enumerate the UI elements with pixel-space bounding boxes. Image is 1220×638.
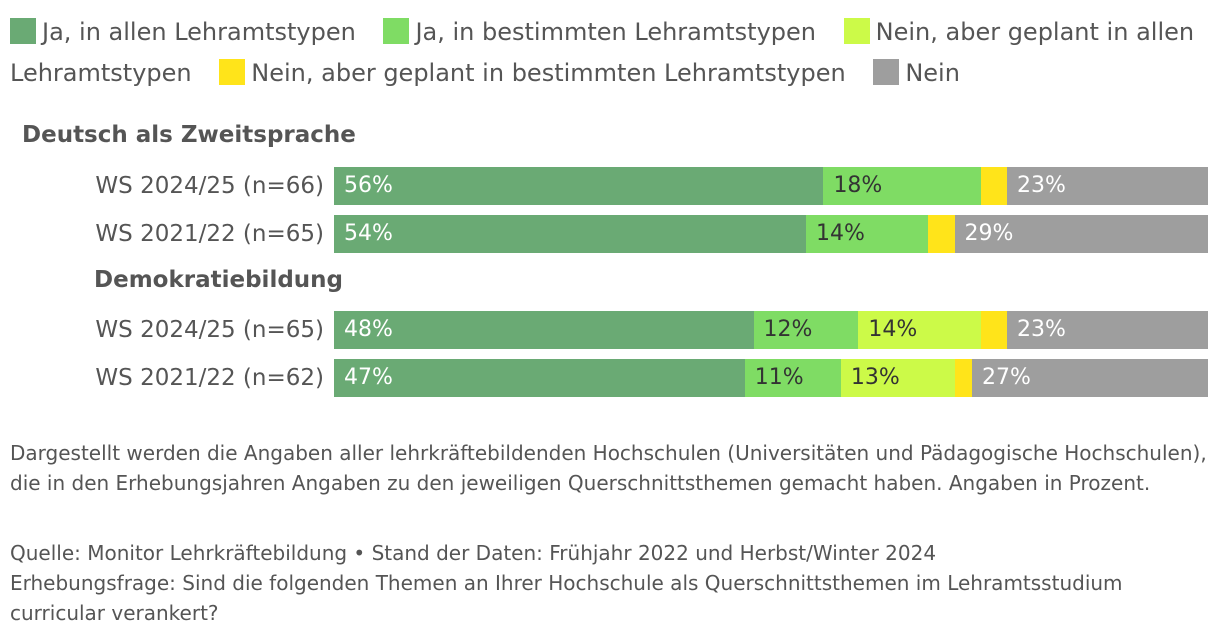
- legend-label: Nein, aber geplant in allen Lehramtstype…: [10, 18, 1195, 87]
- data-label: 18%: [833, 173, 883, 198]
- data-label: 47%: [344, 365, 393, 390]
- bar-segment: [840, 359, 956, 397]
- row-label: WS 2024/25 (n=66): [95, 173, 324, 199]
- question-note: Erhebungsfrage: Sind die folgenden Theme…: [10, 571, 1123, 625]
- legend-label: Nein, aber geplant in bestimmten Lehramt…: [251, 59, 846, 87]
- bar-segment: [954, 359, 973, 397]
- bar-segment: [744, 359, 842, 397]
- data-label: 14%: [815, 221, 865, 246]
- bar-segment: [980, 167, 1008, 205]
- bar-segment: [753, 311, 859, 349]
- legend-swatch: [873, 59, 900, 85]
- legend: Ja, in allen Lehramtstypen Ja, in bestim…: [10, 12, 1210, 94]
- data-label: 11%: [754, 365, 804, 390]
- bar-segment: [1006, 311, 1209, 349]
- data-label: 12%: [763, 317, 813, 342]
- legend-item-all: Ja, in allen Lehramtstypen: [10, 18, 356, 46]
- legend-swatch: [10, 18, 36, 44]
- data-label: 23%: [1016, 317, 1066, 342]
- legend-item-specific: Ja, in bestimmten Lehramtstypen: [383, 18, 816, 46]
- stacked-bar: 47% 11% 13% 27%: [334, 359, 1209, 397]
- data-label: 14%: [868, 317, 918, 342]
- data-label: 27%: [982, 365, 1031, 390]
- legend-item-planned-all: Nein, aber geplant in allen Lehramtstype…: [10, 18, 1194, 87]
- legend-item-planned-specific: Nein, aber geplant in bestimmten Lehramt…: [219, 59, 846, 87]
- legend-label: Ja, in bestimmten Lehramtstypen: [415, 18, 816, 46]
- stacked-bar: 48% 12% 14% 23%: [334, 311, 1209, 349]
- stacked-bar: 56% 18% 23%: [334, 167, 1209, 205]
- data-label: 56%: [344, 173, 393, 198]
- bar-segment: [980, 311, 1008, 349]
- bar-segment: [805, 215, 929, 253]
- bar-segment: [954, 215, 1209, 253]
- bar-segment: [858, 311, 982, 349]
- row-label: WS 2021/22 (n=62): [95, 365, 324, 391]
- data-label: 54%: [344, 221, 393, 246]
- group-title-daz: Deutsch als Zweitsprache: [22, 122, 356, 148]
- source-note: Quelle: Monitor Lehrkräftebildung • Stan…: [10, 541, 937, 565]
- bar-segment: [334, 215, 807, 253]
- bar-segment: [972, 359, 1209, 397]
- data-label: 13%: [850, 365, 900, 390]
- legend-label: Ja, in allen Lehramtstypen: [42, 18, 356, 46]
- bar-segment: [1006, 167, 1209, 205]
- bar-segment: [334, 359, 746, 397]
- legend-swatch: [383, 18, 410, 44]
- legend-item-no: Nein: [873, 59, 960, 87]
- group-title-demokratie: Demokratiebildung: [94, 267, 344, 293]
- legend-swatch: [843, 18, 870, 44]
- legend-swatch: [219, 59, 246, 85]
- bar-segment: [334, 311, 755, 349]
- stacked-bar: 54% 14% 29%: [334, 215, 1209, 253]
- data-label: 48%: [344, 317, 393, 342]
- row-label: WS 2024/25 (n=65): [95, 317, 324, 343]
- data-label: 29%: [964, 221, 1014, 246]
- legend-label: Nein: [905, 59, 960, 87]
- data-label: 23%: [1016, 173, 1066, 198]
- bar-segment: [928, 215, 956, 253]
- bar-segment: [334, 167, 824, 205]
- bar-segment: [823, 167, 982, 205]
- description-note: Dargestellt werden die Angaben aller leh…: [10, 441, 1207, 495]
- row-label: WS 2021/22 (n=65): [95, 221, 324, 247]
